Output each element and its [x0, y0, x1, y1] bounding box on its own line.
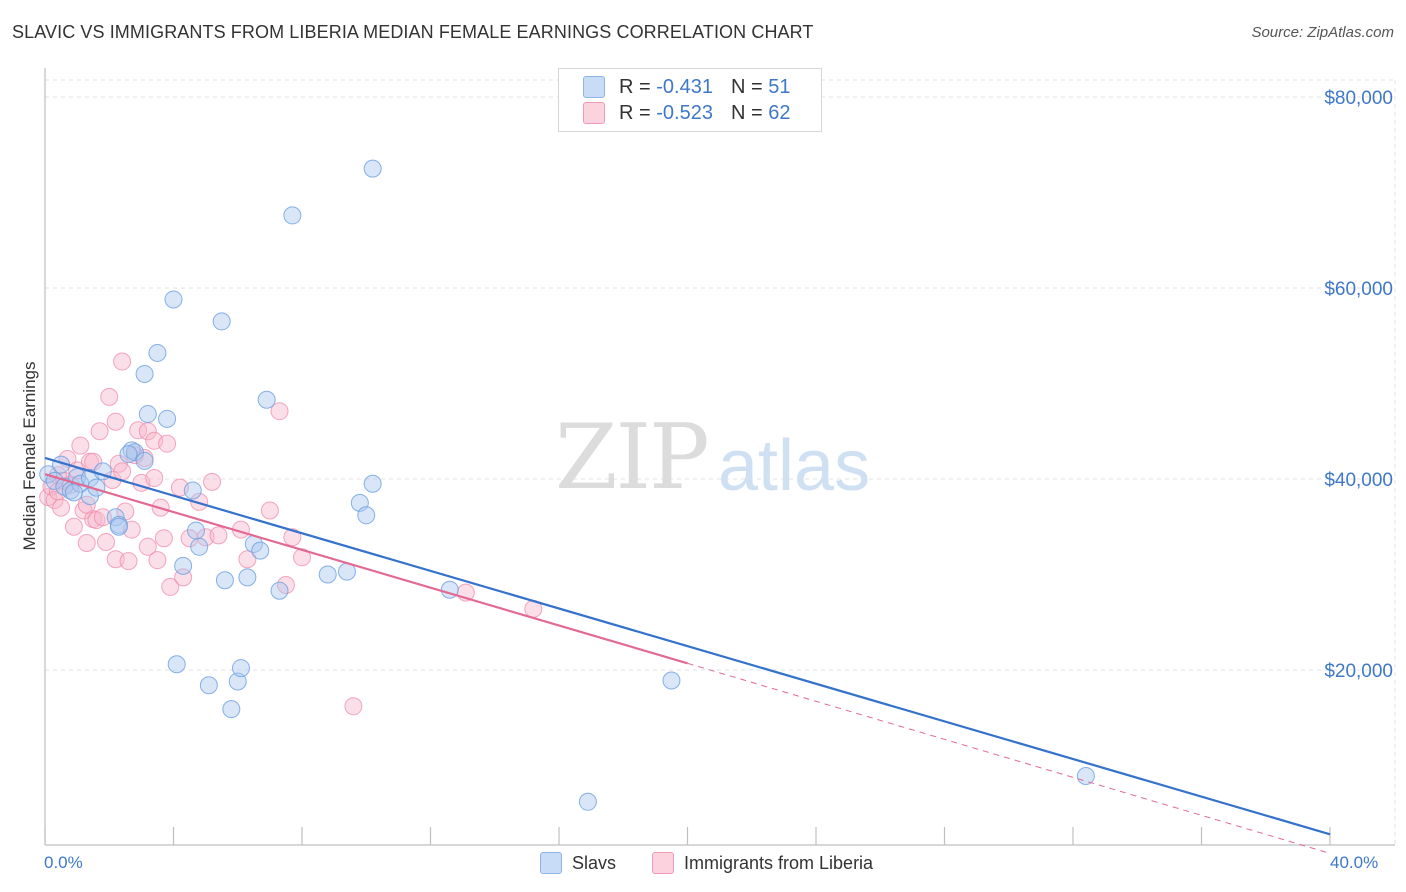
point-immigrants-from-liberia — [106, 412, 125, 431]
legend-row-liberia: R = -0.523 N = 62 — [583, 101, 790, 125]
point-immigrants-from-liberia — [77, 533, 96, 552]
point-immigrants-from-liberia — [90, 422, 109, 441]
point-slavs — [174, 556, 193, 575]
n-label: N = — [730, 75, 763, 98]
point-slavs — [283, 206, 302, 225]
point-immigrants-from-liberia — [154, 529, 173, 548]
point-slavs — [228, 672, 247, 691]
y-tick-labels: $20,000 $40,000 $60,000 $80,000 — [1324, 88, 1393, 682]
legend-label-liberia: Immigrants from Liberia — [684, 852, 874, 873]
point-immigrants-from-liberia — [97, 533, 116, 552]
y-axis-label: Median Female Earnings — [20, 361, 39, 551]
watermark-zip: ZIP — [555, 405, 710, 510]
x-tick-max: 40.0% — [1330, 853, 1379, 872]
point-slavs — [119, 445, 138, 464]
point-slavs — [158, 409, 177, 428]
source-label: Source: ZipAtlas.com — [1251, 24, 1394, 41]
watermark-atlas: atlas — [718, 426, 871, 506]
r-label: R = — [619, 75, 651, 98]
point-immigrants-from-liberia — [203, 472, 222, 491]
legend-swatch-slavs — [540, 852, 562, 874]
point-slavs — [167, 655, 186, 674]
point-immigrants-from-liberia — [238, 550, 257, 569]
legend-swatch-liberia — [583, 102, 605, 124]
legend-swatch-slavs — [583, 76, 605, 98]
n-label: N = — [730, 101, 763, 124]
point-immigrants-from-liberia — [158, 434, 177, 453]
point-immigrants-from-liberia — [64, 517, 83, 536]
r-value: -0.431 — [656, 75, 713, 98]
point-slavs — [578, 792, 597, 811]
point-immigrants-from-liberia — [260, 501, 279, 520]
point-slavs — [199, 676, 218, 695]
point-slavs — [238, 568, 257, 587]
point-immigrants-from-liberia — [283, 528, 302, 547]
point-immigrants-from-liberia — [129, 421, 148, 440]
point-immigrants-from-liberia — [270, 402, 289, 421]
point-slavs — [357, 506, 376, 525]
y-tick-label: $60,000 — [1324, 279, 1393, 300]
point-slavs — [148, 343, 167, 362]
r-label: R = — [619, 101, 651, 124]
series-legend: Slavs Immigrants from Liberia — [540, 852, 873, 874]
point-slavs — [164, 290, 183, 309]
point-slavs — [186, 521, 205, 540]
point-slavs — [318, 565, 337, 584]
point-immigrants-from-liberia — [148, 551, 167, 570]
point-immigrants-from-liberia — [209, 526, 228, 545]
point-slavs — [1076, 767, 1095, 786]
point-slavs — [251, 541, 270, 560]
n-value: 51 — [768, 75, 791, 98]
trend-line-slavs — [44, 456, 1331, 836]
legend-row-slavs: R = -0.431 N = 51 — [583, 75, 790, 99]
point-slavs — [212, 312, 231, 331]
point-slavs — [222, 700, 241, 719]
stats-legend: R = -0.431 N = 51 R = -0.523 N = 62 — [558, 68, 822, 132]
point-slavs — [135, 451, 154, 470]
point-immigrants-from-liberia — [71, 436, 90, 455]
y-tick-label: $40,000 — [1324, 470, 1393, 491]
point-slavs — [64, 483, 83, 502]
point-slavs — [138, 405, 157, 424]
n-value: 62 — [768, 101, 791, 124]
point-immigrants-from-liberia — [113, 352, 132, 371]
legend-swatch-liberia — [652, 852, 675, 874]
point-immigrants-from-liberia — [119, 552, 138, 571]
point-immigrants-from-liberia — [145, 469, 164, 488]
point-immigrants-from-liberia — [93, 508, 112, 527]
point-slavs — [363, 159, 382, 178]
trend-lines — [44, 456, 1331, 854]
point-slavs — [270, 581, 289, 600]
x-tick-min: 0.0% — [44, 853, 83, 872]
y-tick-label: $20,000 — [1324, 661, 1393, 682]
point-immigrants-from-liberia — [344, 697, 363, 716]
r-value: -0.523 — [656, 101, 713, 124]
point-immigrants-from-liberia — [161, 577, 180, 596]
chart-title: SLAVIC VS IMMIGRANTS FROM LIBERIA MEDIAN… — [12, 22, 814, 42]
point-immigrants-from-liberia — [138, 537, 157, 556]
point-slavs — [215, 571, 234, 590]
point-slavs — [257, 390, 276, 409]
point-immigrants-from-liberia — [52, 498, 71, 517]
point-slavs — [135, 364, 154, 383]
point-immigrants-from-liberia — [100, 387, 119, 406]
point-slavs — [190, 537, 209, 556]
y-tick-label: $80,000 — [1324, 88, 1393, 109]
point-slavs — [231, 659, 250, 678]
point-slavs — [363, 474, 382, 493]
trend-line-liberia-extension — [687, 662, 1331, 854]
series-slavs — [39, 159, 1095, 811]
point-slavs — [109, 517, 128, 536]
axes — [44, 68, 1395, 846]
point-slavs — [183, 481, 202, 500]
trend-line-liberia — [44, 473, 688, 665]
point-slavs — [662, 671, 681, 690]
legend-label-slavs: Slavs — [572, 852, 617, 873]
point-immigrants-from-liberia — [113, 462, 132, 481]
point-immigrants-from-liberia — [190, 492, 209, 511]
